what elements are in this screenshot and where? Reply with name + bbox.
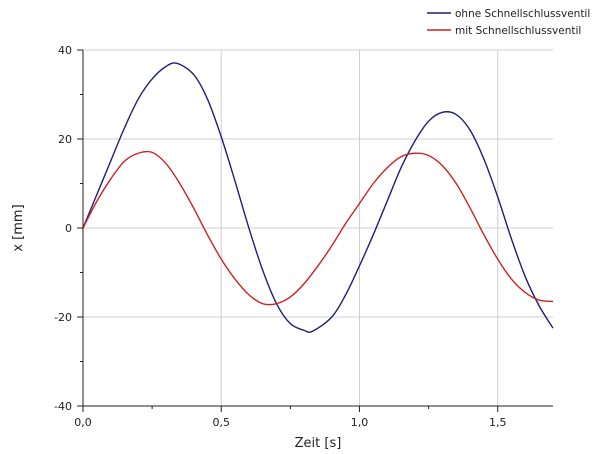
minor-ticks — [80, 94, 430, 409]
y-tick-label: 40 — [58, 44, 72, 57]
legend-label-2: mit Schnellschlussventil — [455, 25, 581, 37]
y-axis-title: x [mm] — [11, 204, 26, 251]
y-tick-label: -20 — [54, 311, 72, 324]
y-tick-label: -40 — [54, 400, 72, 413]
series-line-1 — [82, 62, 554, 333]
gridlines — [83, 49, 553, 406]
y-tick-label: 0 — [65, 222, 72, 235]
series-lines — [82, 62, 554, 333]
legend-label-1: ohne Schnellschlussventil — [455, 8, 590, 20]
series-line-2 — [82, 150, 554, 306]
x-tick-label: 0,0 — [74, 416, 92, 429]
x-tick-label: 1,5 — [489, 416, 507, 429]
x-axis-title: Zeit [s] — [295, 436, 342, 451]
y-tick-label: 20 — [58, 133, 72, 146]
axes — [77, 49, 553, 412]
tick-labels: 0,0 0,5 1,0 1,5 -40 -20 0 20 40 — [54, 44, 506, 429]
legend: ohne Schnellschlussventil mit Schnellschl… — [427, 8, 590, 37]
x-tick-label: 1,0 — [351, 416, 369, 429]
x-tick-label: 0,5 — [212, 416, 230, 429]
